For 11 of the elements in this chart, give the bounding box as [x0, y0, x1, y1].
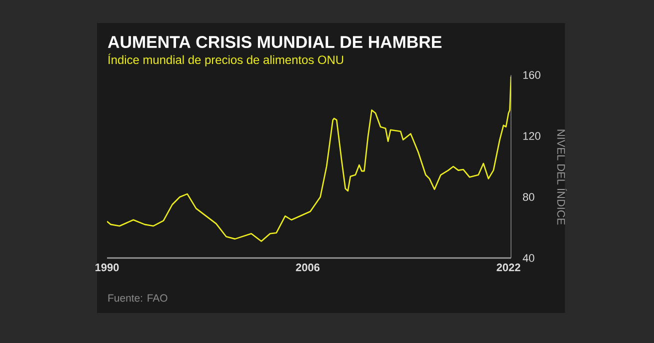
x-tick-label: 2022 [496, 264, 520, 272]
y-tick-label: 120 [523, 132, 540, 140]
y-tick-label: 40 [522, 254, 534, 262]
source-note: Fuente: FAO [108, 294, 168, 302]
chart-subtitle: Índice mundial de precios de alimentos ONU [108, 54, 344, 66]
y-axis-title: NIVEL DEL ÍNDICE [557, 130, 567, 225]
x-tick-label: 1990 [96, 264, 119, 272]
y-tick-label: 80 [522, 193, 534, 201]
y-tick-label: 160 [523, 71, 540, 79]
chart-title: AUMENTA CRISIS MUNDIAL DE HAMBRE [108, 36, 442, 48]
x-tick-label: 2006 [296, 264, 320, 272]
